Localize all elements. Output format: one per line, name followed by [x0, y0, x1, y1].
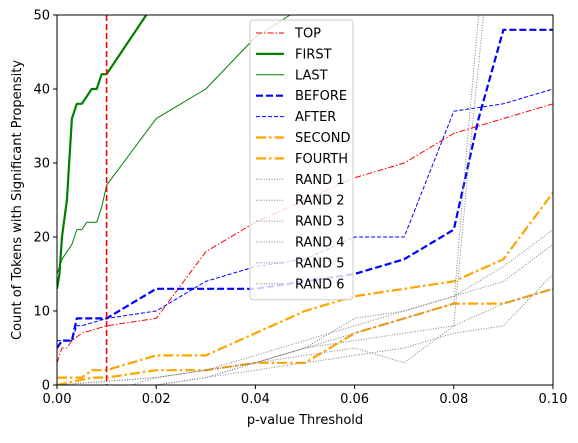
legend-label: RAND 6 [295, 277, 345, 292]
y-axis-label: Count of Tokens with Significant Propens… [10, 60, 25, 340]
series-line-before [57, 28, 553, 349]
series-line-rand-2 [57, 229, 553, 385]
series-line-rand-4 [57, 273, 553, 385]
legend: TOP FIRST LAST BEFORE AFTER SECOND FOURTH RAND … [249, 19, 354, 301]
series-line-rand-1 [57, 243, 553, 385]
legend-label: AFTER [295, 110, 336, 125]
legend-label: RAND 1 [295, 173, 345, 188]
legend-label: SECOND [295, 131, 351, 146]
legend-label: FOURTH [295, 152, 348, 167]
y-tick-label: 50 [33, 9, 50, 24]
x-axis-label: p-value Threshold [247, 413, 363, 428]
series-line-rand-6 [57, 288, 553, 385]
series-line-fourth [57, 287, 553, 385]
x-tick-label: 0.02 [142, 392, 171, 407]
y-tick-label: 30 [33, 157, 50, 172]
x-tick-label: 0.06 [340, 392, 369, 407]
plot-frame [56, 14, 554, 386]
y-tick-label: 0 [42, 379, 50, 394]
y-tick-label: 20 [33, 231, 50, 246]
series-line-top [57, 103, 553, 363]
legend-label: RAND 2 [295, 194, 345, 209]
series-line-after [57, 88, 553, 342]
y-tick-label: 40 [33, 83, 50, 98]
y-tick-label: 10 [33, 305, 50, 320]
legend-label: TOP [294, 27, 321, 42]
tick-layer: 0.00 0.02 0.04 0.06 0.08 0.10 0 10 20 30 40 50 [33, 9, 567, 408]
series-line-last [57, 15, 291, 275]
series-layer [57, 15, 553, 385]
legend-label: RAND 5 [295, 256, 345, 271]
series-line-second [57, 191, 553, 379]
legend-label: RAND 4 [295, 236, 345, 251]
x-tick-label: 0.00 [43, 392, 72, 407]
x-tick-label: 0.08 [439, 392, 468, 407]
legend-box [249, 19, 354, 301]
x-tick-label: 0.10 [539, 392, 568, 407]
legend-label: RAND 3 [295, 215, 345, 230]
series-line-first [57, 15, 148, 289]
legend-label: LAST [295, 68, 328, 83]
legend-label: BEFORE [295, 89, 347, 104]
legend-label: FIRST [295, 47, 332, 62]
x-tick-label: 0.04 [241, 392, 270, 407]
